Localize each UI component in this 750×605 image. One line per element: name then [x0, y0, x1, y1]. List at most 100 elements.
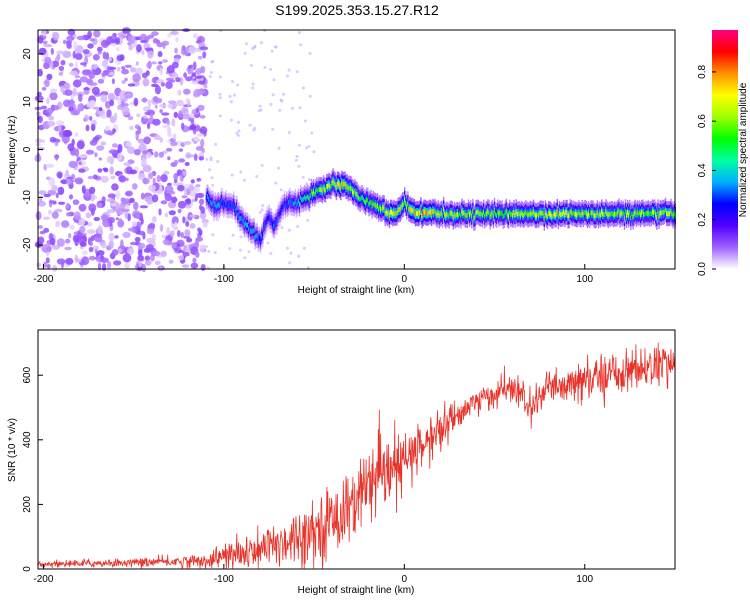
- ridge-cell: [603, 212, 605, 217]
- ridge-cell: [636, 210, 639, 215]
- noise-blob: [37, 68, 43, 77]
- noise-blob: [129, 169, 137, 174]
- ridge-cell: [449, 210, 451, 216]
- noise-blob: [93, 136, 100, 141]
- noise-blob: [167, 33, 172, 38]
- noise-blob: [151, 31, 159, 36]
- ridge-cell: [578, 210, 580, 215]
- ridge-cell: [624, 209, 627, 214]
- ridge-cell: [427, 210, 430, 216]
- noise-speck: [287, 228, 291, 232]
- noise-blob: [78, 168, 86, 173]
- noise-blob: [132, 73, 141, 82]
- noise-blob: [136, 44, 142, 53]
- noise-blob: [155, 97, 163, 104]
- ridge-cell: [471, 213, 473, 219]
- ridge-cell: [302, 197, 304, 203]
- noise-blob: [148, 184, 156, 192]
- ridge-cell: [570, 210, 573, 215]
- noise-blob: [158, 208, 162, 216]
- ridge-cell: [380, 206, 382, 212]
- ridge-cell: [294, 199, 296, 204]
- ridge-cell: [541, 210, 543, 216]
- ridge-cell: [369, 200, 371, 206]
- noise-blob: [150, 61, 157, 65]
- noise-blob: [88, 186, 96, 194]
- ridge-cell: [537, 212, 539, 217]
- spectrogram-x-tick-label: -200: [33, 274, 53, 285]
- ridge-cell: [488, 210, 490, 215]
- noise-blob: [60, 85, 65, 93]
- ridge-cell: [477, 210, 479, 215]
- noise-speck: [247, 250, 251, 254]
- noise-blob: [37, 200, 46, 207]
- noise-speck: [296, 225, 300, 228]
- noise-blob: [177, 184, 185, 192]
- ridge-cell: [606, 211, 608, 217]
- noise-blob: [67, 28, 76, 36]
- noise-blob: [168, 210, 176, 216]
- ridge-cell: [267, 216, 269, 221]
- ridge-cell: [444, 211, 446, 217]
- ridge-cell: [448, 213, 450, 219]
- ridge-cell: [241, 216, 243, 222]
- noise-blob: [85, 149, 95, 155]
- ridge-cell: [348, 185, 351, 191]
- ridge-cell: [287, 202, 289, 208]
- ridge-cell: [466, 213, 469, 218]
- noise-blob: [89, 99, 96, 107]
- ridge-cell: [339, 183, 341, 188]
- noise-blob: [202, 51, 207, 59]
- noise-blob: [63, 83, 69, 89]
- noise-speck: [243, 178, 247, 182]
- noise-blob: [41, 139, 45, 143]
- noise-blob: [160, 200, 168, 205]
- ridge-cell: [417, 211, 419, 216]
- noise-blob: [174, 221, 178, 230]
- noise-blob: [69, 70, 78, 76]
- noise-blob: [55, 220, 60, 228]
- noise-blob: [100, 175, 109, 183]
- noise-blob: [78, 161, 82, 165]
- noise-speck: [310, 131, 314, 135]
- ridge-cell: [292, 200, 294, 206]
- ridge-cell: [386, 211, 388, 216]
- ridge-cell: [404, 197, 406, 203]
- ridge-cell: [457, 211, 459, 217]
- noise-blob: [149, 113, 154, 118]
- ridge-cell: [503, 213, 505, 219]
- ridge-cell: [350, 186, 353, 192]
- noise-blob: [58, 65, 65, 71]
- noise-blob: [147, 122, 151, 130]
- ridge-cell: [490, 211, 492, 217]
- noise-speck: [218, 114, 222, 118]
- snr-x-tick-label: -100: [214, 574, 234, 585]
- noise-blob: [91, 86, 100, 95]
- ridge-cell: [526, 211, 528, 217]
- ridge-cell: [597, 213, 600, 219]
- ridge-cell: [544, 210, 547, 216]
- ridge-cell: [422, 211, 424, 217]
- noise-blob: [160, 250, 167, 258]
- ridge-cell: [670, 208, 672, 214]
- noise-blob: [37, 236, 45, 245]
- noise-blob: [200, 138, 205, 148]
- noise-blob: [101, 72, 107, 77]
- ridge-cell: [485, 211, 487, 217]
- noise-blob: [199, 244, 206, 253]
- noise-speck: [214, 142, 218, 146]
- ridge-cell: [406, 204, 408, 210]
- ridge-cell: [362, 197, 365, 203]
- ridge-cell: [387, 210, 390, 216]
- ridge-cell: [356, 192, 358, 197]
- noise-speck: [269, 67, 273, 71]
- ridge-cell: [447, 212, 449, 218]
- noise-blob: [89, 38, 95, 42]
- noise-blob: [47, 209, 52, 215]
- noise-blob: [57, 186, 65, 196]
- noise-blob: [117, 152, 123, 161]
- noise-blob: [85, 212, 92, 219]
- ridge-cell: [662, 210, 665, 215]
- noise-speck: [237, 120, 240, 124]
- ridge-cell: [371, 203, 373, 209]
